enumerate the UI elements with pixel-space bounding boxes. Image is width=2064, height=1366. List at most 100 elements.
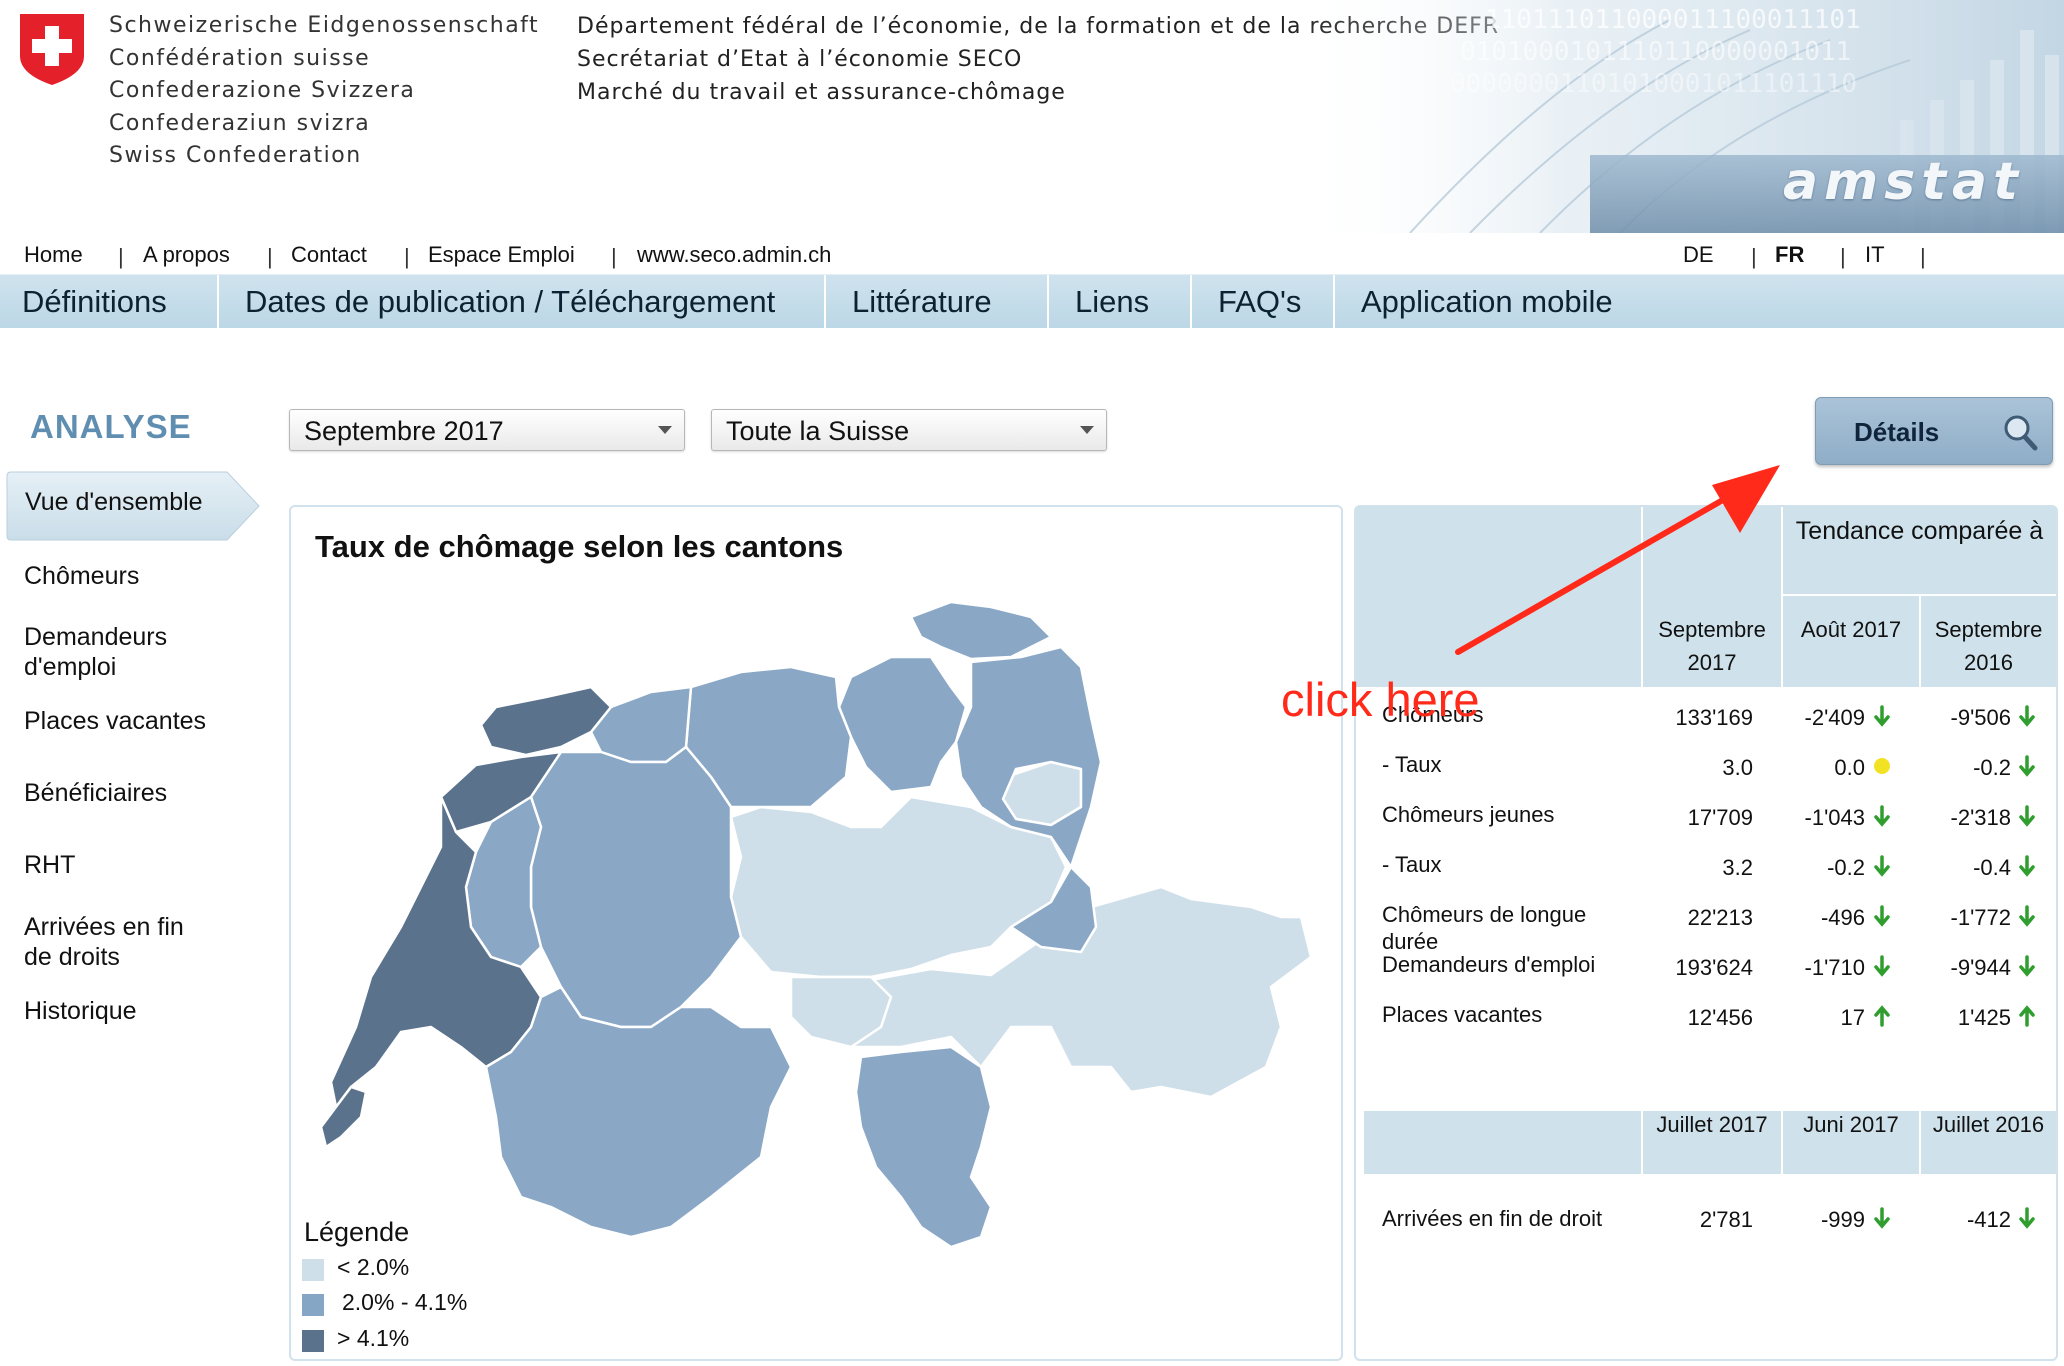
arrow-down-icon	[2019, 1207, 2035, 1229]
nav-publication-dates[interactable]: Dates de publication / Téléchargement	[245, 284, 776, 319]
amstat-banner-graphic: 110111011000011100011101 010100010111011…	[1290, 0, 2064, 233]
nav-faq[interactable]: FAQ's	[1218, 284, 1302, 319]
canton-valais	[484, 985, 793, 1239]
sidebar-item-beneficiaires[interactable]: Bénéficiaires	[24, 779, 168, 807]
sidebar-item-historique[interactable]: Historique	[24, 997, 137, 1025]
arrow-down-icon	[2019, 855, 2035, 877]
annotation-arrow	[1455, 465, 1780, 655]
sidebar-item-rht[interactable]: RHT	[24, 851, 76, 879]
row-change-2: -9'506	[1950, 705, 2011, 730]
row-change-1: -999	[1820, 1207, 1865, 1232]
nav-divider	[1047, 275, 1049, 329]
arrow-down-icon	[2019, 705, 2035, 727]
separator: |	[1840, 244, 1846, 269]
chevron-down-icon	[1080, 426, 1094, 434]
confederation-line: Confederaziun svizra	[109, 110, 371, 136]
sidebar-item-chomeurs[interactable]: Chômeurs	[24, 562, 140, 590]
lang-fr[interactable]: FR	[1775, 242, 1805, 267]
period-select-value: Septembre 2017	[304, 416, 504, 446]
arrow-down-icon	[1874, 955, 1890, 977]
legend-swatch-high	[302, 1330, 324, 1352]
sidebar-item-demandeurs[interactable]: Demandeurs d'emploi	[24, 623, 168, 681]
column-header: Septembre 2016	[1934, 617, 2043, 675]
separator: |	[1751, 244, 1757, 269]
row-value: 3.0	[1722, 755, 1753, 780]
legend-label: > 4.1%	[337, 1325, 410, 1351]
canton-st-gallen	[954, 645, 1103, 869]
table-divider	[1919, 1111, 1921, 1174]
confederation-line: Confederazione Svizzera	[109, 78, 416, 103]
lang-it[interactable]: IT	[1865, 242, 1885, 267]
department-line: Marché du travail et assurance-chômage	[577, 80, 1066, 105]
arrow-down-icon	[1874, 905, 1890, 927]
arrow-down-icon	[1874, 705, 1890, 727]
sidebar-item-vue-ensemble[interactable]: Vue d'ensemble	[5, 470, 263, 542]
swiss-cantons-map	[319, 600, 1313, 1249]
lake-geneva	[374, 1030, 463, 1089]
row-change-1: -2'409	[1804, 705, 1865, 730]
arrow-up-icon	[2019, 1005, 2035, 1027]
banner-binary-line: 110111011000011100011101	[1485, 5, 1861, 35]
confederation-line: Confédération suisse	[109, 45, 371, 71]
row-change-1: -1'043	[1804, 805, 1865, 830]
row-change-1: 0.0	[1834, 755, 1865, 780]
row-value: 3.2	[1722, 855, 1753, 880]
canton-bern	[529, 745, 743, 1029]
active-tab-shape	[6, 471, 260, 541]
department-line: Secrétariat d’Etat à l’économie SECO	[577, 47, 1023, 72]
canton-thurgau	[909, 600, 1053, 661]
separator: |	[1920, 244, 1926, 269]
legend-swatch-mid	[302, 1294, 324, 1316]
click-here-annotation: click here	[1281, 673, 1480, 726]
nav-divider	[1333, 275, 1335, 329]
top-link-seco[interactable]: www.seco.admin.ch	[637, 242, 832, 267]
canton-ticino	[854, 1045, 993, 1249]
nav-application-mobile[interactable]: Application mobile	[1361, 284, 1613, 319]
canton-jura	[479, 685, 613, 757]
banner-binary-line: 0101000101110110000001011	[1460, 37, 1851, 67]
nav-divider	[824, 275, 826, 329]
legend-label: < 2.0%	[337, 1254, 410, 1280]
canton-glarus	[1009, 865, 1098, 954]
top-link-home[interactable]: Home	[24, 242, 83, 267]
trend-group-header: Tendance comparée à	[1795, 517, 2044, 545]
canton-zurich	[837, 655, 968, 794]
row-value: 12'456	[1687, 1005, 1753, 1030]
sidebar-item-label: Vue d'ensemble	[25, 488, 203, 516]
row-change-2: 1'425	[1957, 1005, 2011, 1030]
row-change-1: -496	[1820, 905, 1865, 930]
canton-solothurn	[589, 685, 693, 764]
map-title: Taux de chômage selon les cantons	[315, 529, 844, 564]
arrow-down-icon	[1874, 805, 1890, 827]
top-link-contact[interactable]: Contact	[291, 242, 367, 267]
row-label: Chômeurs jeunes	[1382, 802, 1555, 827]
sidebar-item-arrivees[interactable]: Arrivées en fin de droits	[24, 913, 184, 971]
column-header: Septembre 2017	[1658, 617, 1766, 675]
top-link-espace-emploi[interactable]: Espace Emploi	[428, 242, 575, 267]
neutral-dot-icon	[1874, 758, 1890, 774]
arrow-down-icon	[2019, 805, 2035, 827]
separator: |	[118, 244, 124, 269]
column-header: Juillet 2017	[1656, 1112, 1768, 1137]
row-change-1: -1'710	[1804, 955, 1865, 980]
separator: |	[404, 244, 410, 269]
nav-litterature[interactable]: Littérature	[852, 284, 992, 319]
row-label: Chômeurs de longue durée	[1382, 902, 1587, 954]
main-navigation: Définitions Dates de publication / Téléc…	[0, 274, 2064, 329]
nav-liens[interactable]: Liens	[1075, 284, 1150, 319]
period-select[interactable]: Septembre 2017	[289, 409, 685, 451]
region-select[interactable]: Toute la Suisse	[711, 409, 1107, 451]
table-header-bg	[1356, 507, 2056, 687]
row-change-2: -9'944	[1950, 955, 2011, 980]
column-header: Août 2017	[1800, 617, 1902, 642]
nav-definitions[interactable]: Définitions	[22, 284, 167, 319]
confederation-line: Swiss Confederation	[109, 143, 362, 168]
separator: |	[267, 244, 273, 269]
top-link-a-propos[interactable]: A propos	[143, 242, 230, 267]
details-button[interactable]: Détails	[1815, 397, 2053, 465]
chevron-down-icon	[658, 426, 672, 434]
row-label: - Taux	[1382, 852, 1442, 877]
lang-de[interactable]: DE	[1683, 242, 1714, 267]
sidebar-item-places-vacantes[interactable]: Places vacantes	[24, 707, 207, 735]
confederation-line: Schweizerische Eidgenossenschaft	[109, 13, 540, 38]
